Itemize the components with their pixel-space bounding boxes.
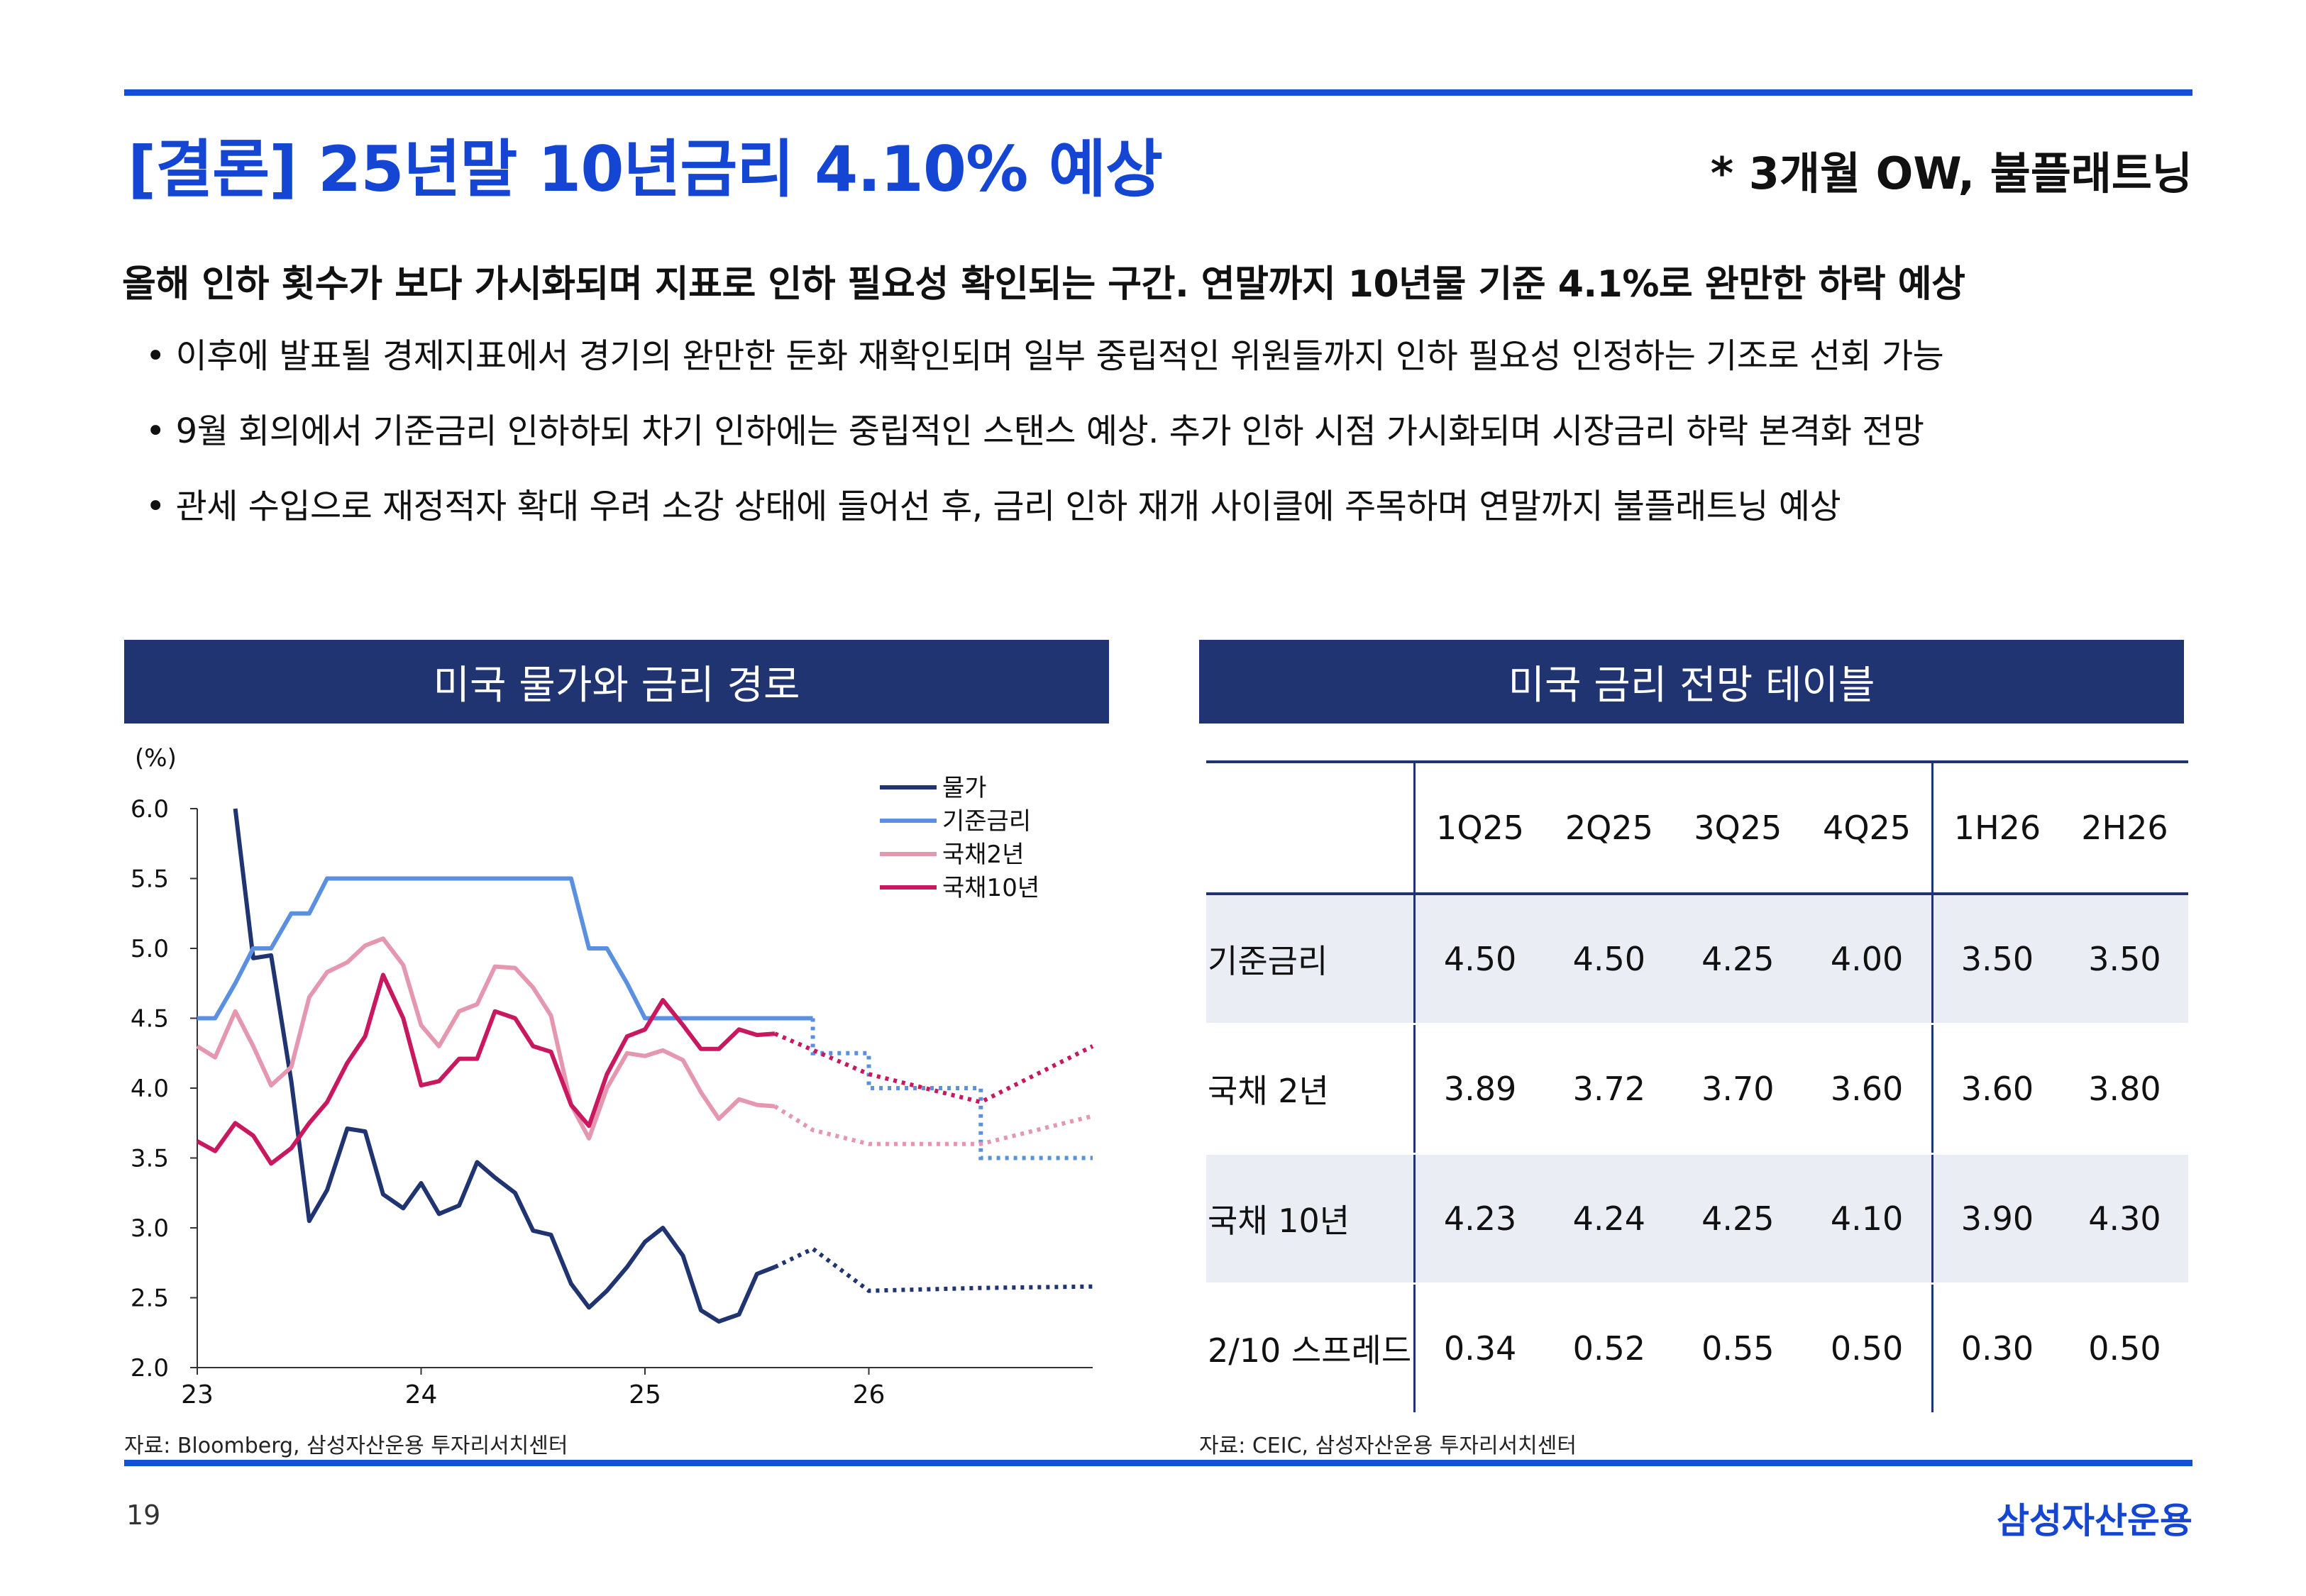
chart-source-note: 자료: Bloomberg, 삼성자산운용 투자리서치센터 bbox=[124, 1434, 568, 1458]
bullet-list: 이후에 발표될 경제지표에서 경기의 완만한 둔화 재확인되며 일부 중립적인 … bbox=[145, 328, 1944, 553]
y-tick-label: 5.0 bbox=[131, 935, 169, 963]
table-cell: 3.70 bbox=[1673, 1024, 1802, 1155]
row-label: 국채 2년 bbox=[1206, 1024, 1415, 1155]
bullet-item: 이후에 발표될 경제지표에서 경기의 완만한 둔화 재확인되며 일부 중립적인 … bbox=[145, 328, 1944, 403]
table-row: 2/10 스프레드 0.34 0.52 0.55 0.50 0.30 0.50 bbox=[1206, 1283, 2188, 1414]
table-cell: 0.50 bbox=[1802, 1283, 1933, 1414]
y-unit-label: (%) bbox=[135, 744, 177, 772]
table-cell: 4.50 bbox=[1545, 894, 1674, 1025]
legend-label: 기준금리 bbox=[942, 807, 1031, 836]
series-forecast-기준금리 bbox=[810, 1018, 1093, 1160]
y-tick-label: 3.0 bbox=[131, 1214, 169, 1243]
table-source-note: 자료: CEIC, 삼성자산운용 투자리서치센터 bbox=[1199, 1434, 1577, 1458]
table-row: 국채 10년 4.23 4.24 4.25 4.10 3.90 4.30 bbox=[1206, 1153, 2188, 1285]
y-tick-label: 4.5 bbox=[131, 1005, 169, 1033]
bullet-item: 9월 회의에서 기준금리 인하하되 차기 인하에는 중립적인 스탠스 예상. 추… bbox=[145, 403, 1943, 478]
table-header-row: 1Q25 2Q25 3Q25 4Q25 1H26 2H26 bbox=[1206, 760, 2188, 895]
table-cell: 0.55 bbox=[1673, 1283, 1802, 1414]
table-header-cell: 4Q25 bbox=[1802, 760, 1933, 895]
page-number: 19 bbox=[126, 1500, 161, 1531]
lead-sentence: 올해 인하 횟수가 보다 가시화되며 지표로 인하 필요성 확인되는 구간. 연… bbox=[122, 263, 1965, 306]
table-cell: 4.30 bbox=[2060, 1153, 2188, 1285]
row-label: 2/10 스프레드 bbox=[1206, 1283, 1415, 1414]
series-line-기준금리 bbox=[197, 876, 813, 1021]
y-tick-label: 6.0 bbox=[131, 795, 169, 824]
table-row: 기준금리 4.50 4.50 4.25 4.00 3.50 3.50 bbox=[1206, 894, 2188, 1025]
table-cell: 4.25 bbox=[1673, 1153, 1802, 1285]
table-header-cell: 2H26 bbox=[2060, 760, 2188, 895]
y-tick-label: 3.5 bbox=[131, 1145, 169, 1173]
y-tick-label: 4.0 bbox=[131, 1075, 169, 1103]
y-tick-label: 5.5 bbox=[131, 865, 169, 894]
x-tick-label: 24 bbox=[405, 1380, 438, 1409]
row-label: 기준금리 bbox=[1206, 894, 1415, 1025]
table-cell: 4.10 bbox=[1802, 1153, 1933, 1285]
table-cell: 4.50 bbox=[1413, 894, 1545, 1025]
table-cell: 3.72 bbox=[1545, 1024, 1674, 1155]
table-cell: 4.23 bbox=[1413, 1153, 1545, 1285]
rate-forecast-table: 1Q25 2Q25 3Q25 4Q25 1H26 2H26 기준금리 4.50 … bbox=[1206, 760, 2188, 1414]
series-forecast-국채2년 bbox=[773, 1104, 1093, 1146]
chart-panel-title: 미국 물가와 금리 경로 bbox=[124, 640, 1109, 724]
y-tick-label: 2.0 bbox=[131, 1354, 169, 1382]
table-header-corner bbox=[1206, 760, 1415, 895]
series-line-국채2년 bbox=[196, 936, 776, 1141]
bottom-rule bbox=[124, 1460, 2192, 1466]
table-cell: 4.00 bbox=[1802, 894, 1933, 1025]
bullet-item: 관세 수입으로 재정적자 확대 우려 소강 상태에 들어선 후, 금리 인하 재… bbox=[145, 478, 1943, 553]
legend-label: 물가 bbox=[942, 774, 987, 802]
table-cell: 3.60 bbox=[1931, 1024, 2061, 1155]
table-cell: 4.24 bbox=[1545, 1153, 1674, 1285]
table-cell: 3.89 bbox=[1413, 1024, 1545, 1155]
table-cell: 0.50 bbox=[2060, 1283, 2188, 1414]
legend-label: 국채10년 bbox=[942, 874, 1039, 902]
row-label: 국채 10년 bbox=[1206, 1153, 1415, 1285]
series-line-국채10년 bbox=[196, 972, 776, 1166]
legend-label: 국채2년 bbox=[942, 841, 1024, 869]
table-cell: 3.80 bbox=[2060, 1024, 2188, 1155]
table-panel-title: 미국 금리 전망 테이블 bbox=[1199, 640, 2184, 724]
x-tick-label: 25 bbox=[629, 1380, 661, 1409]
table-cell: 0.34 bbox=[1413, 1283, 1545, 1414]
table-cell: 3.50 bbox=[2060, 894, 2188, 1025]
table-header-cell: 2Q25 bbox=[1545, 760, 1674, 895]
y-tick-label: 2.5 bbox=[131, 1285, 169, 1313]
company-logo: 삼성자산운용 bbox=[1997, 1500, 2192, 1541]
page-title: [결론] 25년말 10년금리 4.10% 예상 bbox=[128, 133, 1163, 206]
table-header-cell: 3Q25 bbox=[1673, 760, 1802, 895]
series-forecast-물가 bbox=[773, 1246, 1093, 1293]
rating-note: * 3개월 OW, 불플래트닝 bbox=[1710, 148, 2192, 199]
series-forecast-국채10년 bbox=[773, 1031, 1094, 1104]
table-header-cell: 1H26 bbox=[1931, 760, 2061, 895]
table-cell: 3.90 bbox=[1931, 1153, 2061, 1285]
x-tick-label: 23 bbox=[181, 1380, 214, 1409]
table-cell: 3.50 bbox=[1931, 894, 2061, 1025]
series-line-물가 bbox=[233, 808, 776, 1324]
table-row: 국채 2년 3.89 3.72 3.70 3.60 3.60 3.80 bbox=[1206, 1024, 2188, 1155]
table-header-cell: 1Q25 bbox=[1413, 760, 1545, 895]
table-cell: 4.25 bbox=[1673, 894, 1802, 1025]
top-rule bbox=[124, 89, 2192, 96]
table-cell: 0.30 bbox=[1931, 1283, 2061, 1414]
x-tick-label: 26 bbox=[853, 1380, 886, 1409]
table-cell: 0.52 bbox=[1545, 1283, 1674, 1414]
rates-line-chart: (%) 6.0 5.5 5.0 4.5 4.0 3.5 3.0 2.5 2.0 23 24 25 26 물가… bbox=[131, 744, 1094, 1409]
table-cell: 3.60 bbox=[1802, 1024, 1933, 1155]
